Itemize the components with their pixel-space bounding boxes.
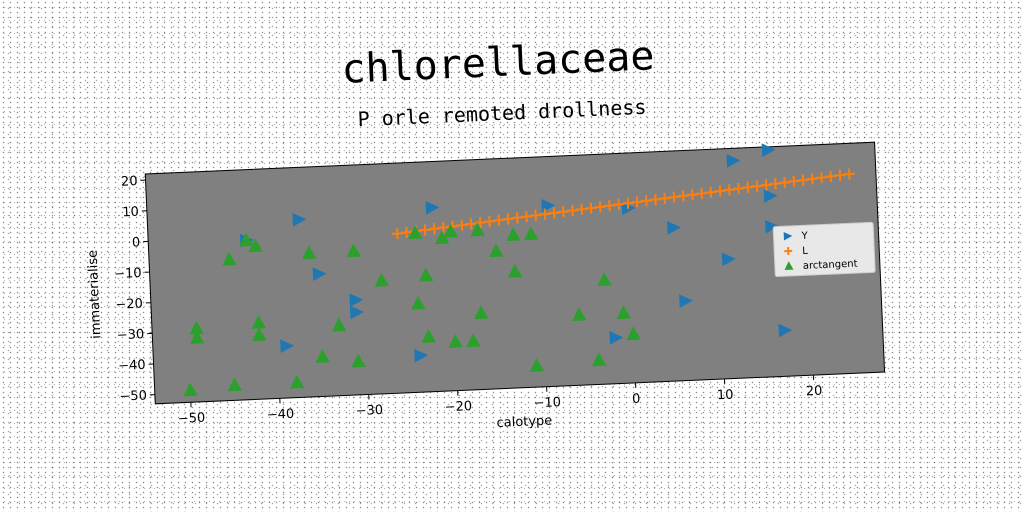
x-axis: −50 −40 −30 −20 −10 0 10 20 [178, 375, 823, 427]
data-point-Y-8 [667, 221, 681, 235]
x-tick-label-3: −20 [444, 399, 472, 415]
data-point-arctangent-31 [591, 352, 607, 367]
x-axis-label: calotype [496, 414, 552, 431]
data-point-Y-7 [312, 267, 327, 281]
x-tick-label-5: 0 [632, 392, 641, 407]
legend-marker-arctangent [784, 261, 794, 270]
legend-box [772, 221, 876, 278]
series-arctangent [183, 222, 641, 397]
data-point-arctangent-3 [222, 251, 237, 266]
y-tick-label-5: −30 [117, 327, 145, 343]
data-point-arctangent-34 [227, 377, 243, 392]
data-point-arctangent-6 [435, 230, 450, 245]
data-point-arctangent-30 [351, 353, 366, 368]
chart-subtitle: P orle remoted drollness [357, 95, 647, 132]
y-tick-label-0: 20 [121, 174, 138, 190]
series-Y [239, 143, 793, 363]
chart-title: chlorellaceae [341, 33, 656, 93]
x-tick-label-1: −40 [266, 407, 294, 423]
y-tick-label-1: 10 [122, 205, 139, 221]
data-point-arctangent-33 [289, 374, 305, 389]
data-point-Y-16 [609, 331, 624, 345]
data-point-arctangent-5 [346, 243, 362, 258]
legend-label-L: L [802, 246, 808, 257]
data-point-arctangent-7 [443, 223, 459, 238]
y-tick-label-6: −40 [118, 358, 146, 374]
data-point-arctangent-8 [470, 222, 485, 237]
data-point-arctangent-16 [411, 295, 426, 310]
data-point-arctangent-11 [489, 243, 504, 258]
data-point-arctangent-24 [616, 305, 632, 320]
data-point-Y-12 [349, 305, 364, 320]
data-point-arctangent-12 [374, 272, 390, 287]
data-point-Y-11 [349, 293, 364, 307]
x-tick-label-6: 10 [717, 388, 734, 404]
plot-area: −50 −40 −30 −20 −10 0 10 20 20100−10−20−30−40−5… [86, 141, 886, 431]
data-point-arctangent-19 [189, 320, 204, 335]
data-point-Y-5 [292, 212, 307, 227]
data-point-Y-13 [679, 294, 694, 308]
legend-marker-Y [783, 231, 793, 241]
data-point-L-49 [843, 168, 855, 180]
x-tick-label-7: 20 [806, 384, 823, 400]
series-L [391, 168, 855, 240]
data-point-arctangent-10 [524, 226, 539, 241]
data-point-arctangent-15 [597, 272, 612, 287]
y-tick-label-7: −50 [119, 388, 147, 404]
data-point-arctangent-35 [183, 382, 198, 397]
data-marks [183, 143, 855, 397]
data-point-arctangent-2 [248, 238, 263, 253]
data-point-arctangent-21 [252, 327, 267, 342]
data-point-arctangent-22 [332, 317, 347, 332]
data-point-arctangent-29 [315, 349, 330, 363]
data-point-Y-10 [721, 252, 736, 267]
data-point-arctangent-25 [421, 329, 437, 343]
data-point-Y-0 [761, 143, 776, 157]
y-tick-label-3: −10 [114, 266, 142, 282]
data-point-arctangent-20 [190, 329, 205, 344]
y-tick-label-4: −20 [115, 297, 143, 313]
x-tick-label-4: −10 [533, 395, 561, 411]
data-point-arctangent-26 [448, 333, 463, 348]
data-point-arctangent-13 [418, 267, 434, 282]
y-axis: 20 10 0 −10 −20 −30 −40 −50 [114, 174, 155, 405]
data-point-Y-17 [778, 323, 793, 338]
data-point-arctangent-14 [507, 263, 523, 278]
data-point-Y-9 [765, 219, 779, 234]
legend-label-arctangent: arctangent [803, 259, 858, 272]
x-tick-label-2: −30 [355, 403, 383, 419]
x-tick-label-0: −50 [178, 411, 206, 427]
data-point-arctangent-17 [474, 305, 489, 320]
y-axis-label: immaterialise [86, 250, 105, 339]
data-point-Y-1 [726, 154, 741, 168]
data-point-Y-2 [763, 189, 778, 203]
data-point-Y-14 [280, 339, 295, 353]
data-point-arctangent-27 [466, 333, 481, 348]
legend-label-Y: Y [800, 231, 808, 242]
data-point-arctangent-23 [572, 307, 587, 322]
data-point-arctangent-32 [529, 358, 545, 372]
data-point-arctangent-9 [506, 227, 521, 242]
data-point-arctangent-18 [251, 314, 267, 329]
data-point-arctangent-0 [408, 225, 423, 240]
data-point-arctangent-1 [239, 232, 254, 247]
data-point-Y-3 [425, 201, 440, 215]
legend-marker-L [784, 247, 793, 256]
data-point-arctangent-28 [626, 326, 641, 341]
data-point-arctangent-4 [302, 245, 317, 260]
y-tick-label-2: 0 [132, 235, 141, 250]
data-point-Y-15 [414, 348, 429, 363]
